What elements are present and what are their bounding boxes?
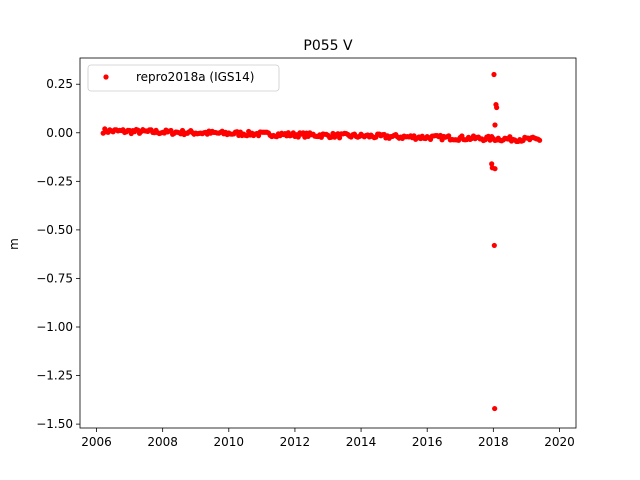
data-point [537, 137, 543, 143]
y-tick-label: −1.00 [36, 320, 73, 334]
y-tick-label: −0.50 [36, 223, 73, 237]
x-tick-label: 2012 [280, 435, 311, 449]
y-tick-label: −1.50 [36, 417, 73, 431]
outlier-point [489, 161, 495, 167]
outlier-point [492, 405, 498, 412]
y-tick-label: −0.25 [36, 174, 73, 188]
y-axis-label: m [7, 238, 21, 250]
legend-marker [103, 74, 109, 80]
plot-area-frame [79, 57, 577, 429]
y-tick-label: 0.25 [46, 77, 73, 91]
x-tick-label: 2008 [147, 435, 178, 449]
legend-box [87, 64, 280, 92]
outlier-point [491, 242, 497, 249]
x-tick-label: 2018 [478, 435, 509, 449]
x-tick-label: 2006 [81, 435, 112, 449]
legend: repro2018a (IGS14) [87, 64, 280, 92]
outlier-point [492, 166, 498, 172]
x-tick-label: 2016 [412, 435, 443, 449]
y-tick-label: 0.00 [46, 126, 73, 140]
outlier-point [494, 104, 500, 111]
x-tick-label: 2020 [544, 435, 575, 449]
outlier-point [491, 71, 497, 78]
data-points [100, 71, 543, 412]
outlier-point [492, 122, 498, 128]
x-axis-ticks: 2006 2008 2010 2012 2014 2016 2018 2020 [81, 428, 575, 449]
x-tick-label: 2010 [214, 435, 245, 449]
data-point [336, 135, 343, 141]
chart-title: P055 V [303, 38, 353, 54]
y-axis-ticks: 0.25 0.00 −0.25 −0.50 −0.75 −1.00 −1.25 −1.50 [36, 77, 80, 431]
y-tick-label: −0.75 [36, 271, 73, 285]
y-tick-label: −1.25 [36, 369, 73, 383]
data-point [446, 133, 452, 139]
x-tick-label: 2014 [346, 435, 377, 449]
legend-label: repro2018a (IGS14) [136, 70, 254, 84]
